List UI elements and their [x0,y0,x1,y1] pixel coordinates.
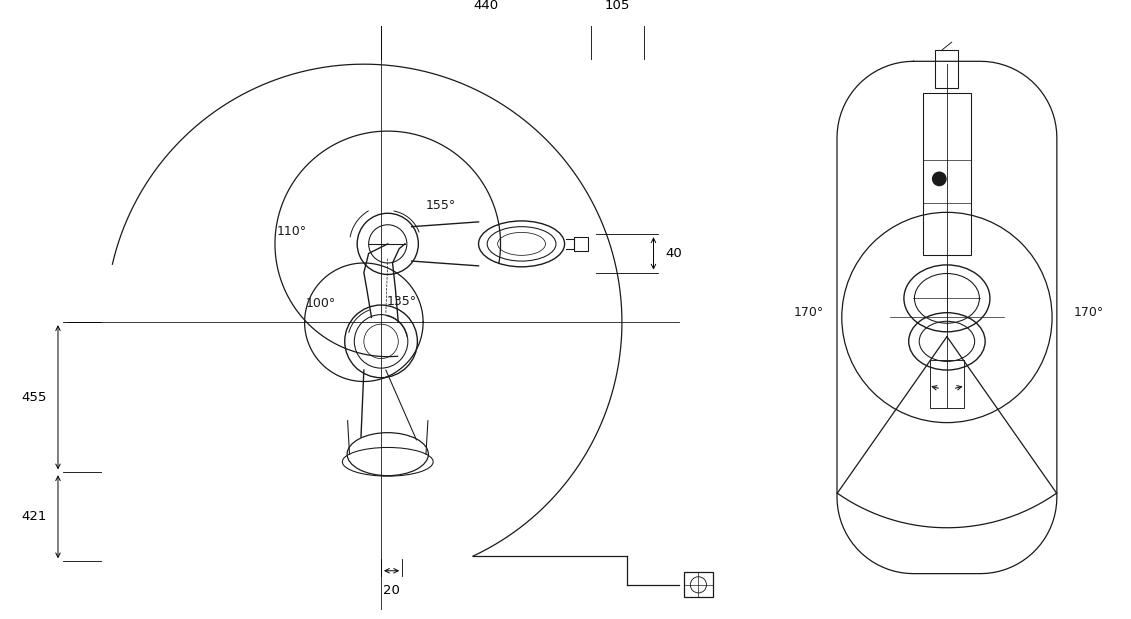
Text: 440: 440 [474,0,499,12]
Bar [930,360,964,409]
Text: 170°: 170° [1073,306,1104,319]
Text: 40: 40 [665,247,682,260]
Bar [935,50,958,88]
Text: 155°: 155° [425,199,456,212]
Text: 110°: 110° [277,225,308,238]
Text: 20: 20 [383,584,400,597]
Text: 135°: 135° [387,295,417,308]
Bar [923,93,970,256]
Bar [575,237,587,251]
Text: 105: 105 [605,0,630,12]
Text: 100°: 100° [305,297,336,310]
Circle shape [933,172,946,186]
Text: 170°: 170° [793,306,823,319]
Text: 421: 421 [21,510,46,523]
Bar [684,573,713,597]
Text: 455: 455 [21,391,46,404]
